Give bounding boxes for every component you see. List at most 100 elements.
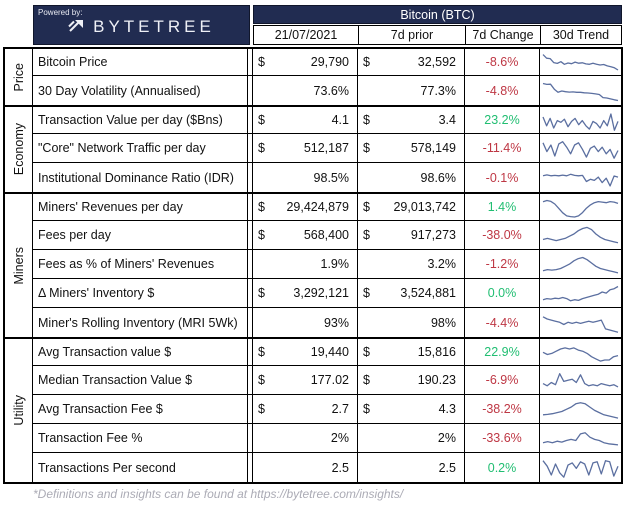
metric-label: Transaction Fee %	[33, 424, 248, 453]
metric-label: 30 Day Volatility (Annualised)	[33, 76, 248, 105]
value-prior: $32,592	[358, 47, 465, 76]
change-value: 0.2%	[465, 453, 540, 482]
value-prior: $4.3	[358, 395, 465, 424]
value-prior: $3,524,881	[358, 279, 465, 308]
change-value: 22.9%	[465, 337, 540, 366]
change-value: 0.0%	[465, 279, 540, 308]
value-prior: 98.6%	[358, 163, 465, 192]
value-current: $512,187	[252, 134, 358, 163]
trend-sparkline	[540, 47, 621, 76]
metric-label: Δ Miners' Inventory $	[33, 279, 248, 308]
metric-label: Transaction Value per day ($Bns)	[33, 105, 248, 134]
header-spacer	[3, 5, 33, 45]
value-current: $3,292,121	[252, 279, 358, 308]
metric-label: "Core" Network Traffic per day	[33, 134, 248, 163]
value-current: 1.9%	[252, 250, 358, 279]
column-gap	[248, 221, 252, 250]
value-current: 98.5%	[252, 163, 358, 192]
trend-sparkline	[540, 250, 621, 279]
trend-sparkline	[540, 424, 621, 453]
metric-label: Avg Transaction Fee $	[33, 395, 248, 424]
col-header-30d-trend: 30d Trend	[541, 25, 622, 45]
column-gap	[248, 395, 252, 424]
value-prior: $29,013,742	[358, 192, 465, 221]
change-value: -4.4%	[465, 308, 540, 337]
trend-sparkline	[540, 395, 621, 424]
value-current: 2.5	[252, 453, 358, 482]
metric-label: Miner's Rolling Inventory (MRI 5Wk)	[33, 308, 248, 337]
column-gap	[248, 47, 252, 76]
column-gap	[248, 424, 252, 453]
change-value: -38.0%	[465, 221, 540, 250]
column-gap	[248, 366, 252, 395]
metric-label: Institutional Dominance Ratio (IDR)	[33, 163, 248, 192]
value-prior: $190.23	[358, 366, 465, 395]
value-current: $19,440	[252, 337, 358, 366]
metric-label: Bitcoin Price	[33, 47, 248, 76]
change-value: -6.9%	[465, 366, 540, 395]
metric-label: Median Transaction Value $	[33, 366, 248, 395]
value-prior: 3.2%	[358, 250, 465, 279]
metrics-table: Price Bitcoin Price $29,790 $32,592 -8.6% 30 …	[3, 47, 623, 484]
column-gap	[248, 192, 252, 221]
trend-sparkline	[540, 192, 621, 221]
value-current: 2%	[252, 424, 358, 453]
trend-sparkline	[540, 453, 621, 482]
group-label-price: Price	[5, 47, 33, 105]
col-header-7d-prior: 7d prior	[359, 25, 466, 45]
column-headers: 21/07/2021 7d prior 7d Change 30d Trend	[253, 25, 622, 45]
change-value: 1.4%	[465, 192, 540, 221]
col-header-7d-change: 7d Change	[466, 25, 541, 45]
value-prior: $917,273	[358, 221, 465, 250]
value-current: $568,400	[252, 221, 358, 250]
change-value: -8.6%	[465, 47, 540, 76]
metric-label: Fees per day	[33, 221, 248, 250]
metric-label: Avg Transaction value $	[33, 337, 248, 366]
value-current: $29,790	[252, 47, 358, 76]
value-prior: 98%	[358, 308, 465, 337]
trend-sparkline	[540, 221, 621, 250]
trend-sparkline	[540, 76, 621, 105]
column-gap	[248, 105, 252, 134]
metric-label: Miners' Revenues per day	[33, 192, 248, 221]
value-current: $4.1	[252, 105, 358, 134]
bytetree-arrow-icon	[68, 17, 87, 38]
group-label-economy: Economy	[5, 105, 33, 192]
value-current: 93%	[252, 308, 358, 337]
asset-title: Bitcoin (BTC)	[253, 5, 622, 24]
metric-label: Fees as % of Miners' Revenues	[33, 250, 248, 279]
value-prior: 77.3%	[358, 76, 465, 105]
value-current: $29,424,879	[252, 192, 358, 221]
value-current: $2.7	[252, 395, 358, 424]
footer-note: *Definitions and insights can be found a…	[33, 487, 404, 501]
bytetree-logo-block: Powered by: BYTETREE	[33, 5, 250, 45]
trend-sparkline	[540, 337, 621, 366]
group-label-utility: Utility	[5, 337, 33, 482]
change-value: -38.2%	[465, 395, 540, 424]
change-value: -33.6%	[465, 424, 540, 453]
trend-sparkline	[540, 163, 621, 192]
change-value: -11.4%	[465, 134, 540, 163]
value-current: $177.02	[252, 366, 358, 395]
value-prior: $578,149	[358, 134, 465, 163]
report-header: Powered by: BYTETREE Bitcoin (BTC) 21/07…	[3, 5, 622, 45]
column-gap	[248, 337, 252, 366]
value-prior: $15,816	[358, 337, 465, 366]
trend-sparkline	[540, 134, 621, 163]
value-prior: $3.4	[358, 105, 465, 134]
trend-sparkline	[540, 308, 621, 337]
change-value: -4.8%	[465, 76, 540, 105]
change-value: -0.1%	[465, 163, 540, 192]
value-prior: 2%	[358, 424, 465, 453]
col-header-current-date: 21/07/2021	[253, 25, 359, 45]
change-value: 23.2%	[465, 105, 540, 134]
column-gap	[248, 134, 252, 163]
value-current: 73.6%	[252, 76, 358, 105]
trend-sparkline	[540, 279, 621, 308]
value-prior: 2.5	[358, 453, 465, 482]
change-value: -1.2%	[465, 250, 540, 279]
column-gap	[248, 250, 252, 279]
trend-sparkline	[540, 366, 621, 395]
trend-sparkline	[540, 105, 621, 134]
